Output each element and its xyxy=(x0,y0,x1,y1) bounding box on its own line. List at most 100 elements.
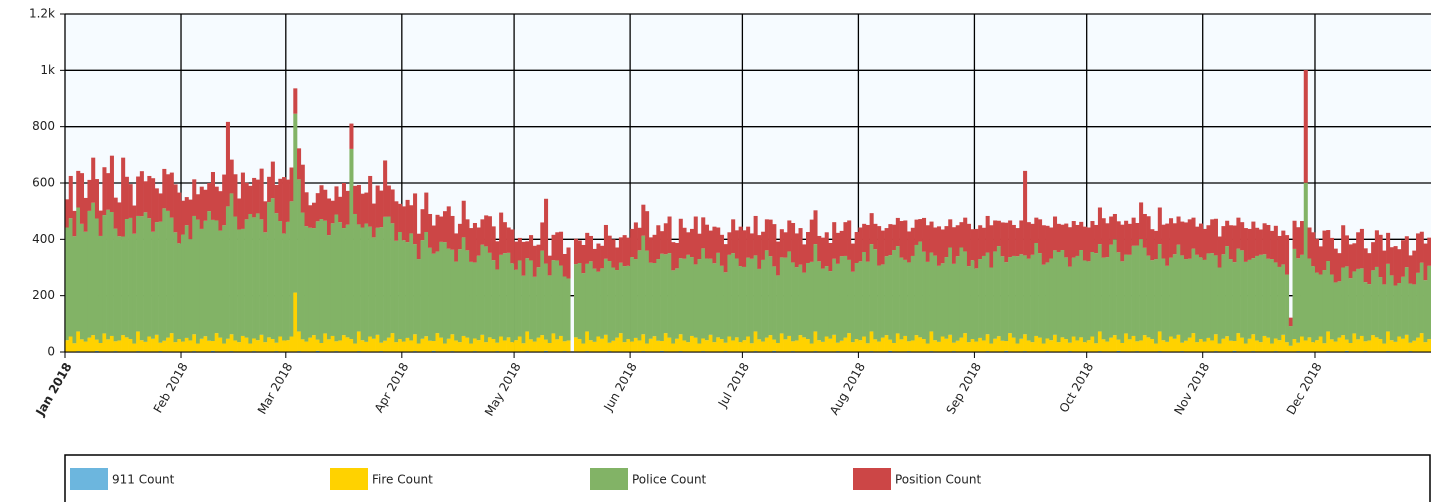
bar-segment xyxy=(892,342,897,352)
bar-segment xyxy=(457,249,463,343)
bar-segment xyxy=(255,179,260,214)
bar-segment xyxy=(461,335,466,352)
bar-segment xyxy=(1097,207,1102,245)
bar-segment xyxy=(65,199,70,228)
bar-segment xyxy=(985,215,990,253)
bar-segment xyxy=(854,232,859,263)
bar-segment xyxy=(1213,218,1218,256)
bar-segment xyxy=(401,240,406,342)
bar-segment xyxy=(151,231,156,339)
bar-segment xyxy=(1281,230,1286,265)
bar-segment xyxy=(491,226,496,261)
bar-segment xyxy=(981,255,986,341)
bar-segment xyxy=(255,213,260,341)
bar-segment xyxy=(884,335,889,352)
bar-segment xyxy=(147,336,152,352)
bar-segment xyxy=(806,232,811,263)
bar-segment xyxy=(424,232,429,337)
bar-segment xyxy=(723,244,728,273)
bar-segment xyxy=(517,260,522,337)
bar-segment xyxy=(622,235,627,267)
bar-segment xyxy=(940,229,945,264)
bar-segment xyxy=(944,226,949,258)
bar-segment xyxy=(757,268,762,340)
bar-segment xyxy=(304,341,309,352)
bar-segment xyxy=(1187,258,1192,338)
bar-segment xyxy=(83,341,88,352)
bar-segment xyxy=(364,192,369,224)
bar-segment xyxy=(106,339,111,352)
bar-segment xyxy=(1225,220,1230,247)
bar-segment xyxy=(345,337,350,352)
bar-segment xyxy=(225,206,230,339)
bar-segment xyxy=(738,266,743,343)
bar-segment xyxy=(1359,228,1364,269)
bar-segment xyxy=(843,222,848,256)
bar-segment xyxy=(798,264,803,336)
bar-segment xyxy=(704,340,710,352)
bar-segment xyxy=(244,219,249,338)
bar-segment xyxy=(869,213,874,245)
bar-segment xyxy=(334,214,339,342)
bar-segment xyxy=(716,252,721,338)
bar-segment xyxy=(1064,339,1069,352)
bar-segment xyxy=(457,342,463,352)
bar-segment xyxy=(1337,253,1342,282)
bar-segment xyxy=(525,241,530,259)
bar-segment xyxy=(1386,263,1391,332)
bar-segment xyxy=(1064,223,1069,258)
y-tick-label: 0 xyxy=(47,345,55,359)
x-tick-label: Sep 2018 xyxy=(943,360,984,416)
bar-segment xyxy=(1206,337,1211,352)
bar-segment xyxy=(229,159,234,194)
bar-segment xyxy=(764,337,769,352)
bar-segment xyxy=(1363,341,1368,352)
bar-segment xyxy=(94,179,99,219)
bar-segment xyxy=(562,253,567,277)
bar-segment xyxy=(978,225,983,260)
bar-segment xyxy=(233,216,238,341)
bar-segment xyxy=(1210,253,1215,341)
bar-segment xyxy=(577,339,582,352)
bar-segment xyxy=(450,215,455,250)
bar-segment xyxy=(697,233,702,260)
bar-segment xyxy=(951,227,957,264)
bar-segment xyxy=(1045,262,1050,339)
bar-segment xyxy=(888,224,893,256)
bar-segment xyxy=(1262,223,1267,255)
bar-segment xyxy=(420,338,425,352)
bar-segment xyxy=(177,339,182,352)
bar-segment xyxy=(877,341,882,352)
bar-segment xyxy=(858,261,863,341)
bar-segment xyxy=(918,337,923,352)
bar-segment xyxy=(499,254,504,337)
bar-segment xyxy=(1071,257,1076,337)
bar-segment xyxy=(888,350,893,352)
bar-segment xyxy=(147,175,152,219)
bar-segment xyxy=(326,339,332,352)
bar-segment xyxy=(1135,341,1140,352)
bar-segment xyxy=(993,338,998,352)
bar-segment xyxy=(559,265,564,336)
bar-segment xyxy=(210,219,215,342)
bar-segment xyxy=(648,237,653,263)
bar-segment xyxy=(203,220,208,337)
bar-segment xyxy=(1416,272,1421,338)
x-tick-label: Jan 2018 xyxy=(33,360,75,419)
bar-segment xyxy=(869,331,874,352)
bar-segment xyxy=(1071,221,1076,258)
bar-segment xyxy=(1311,266,1316,343)
bar-segment xyxy=(1281,264,1286,335)
bar-segment xyxy=(259,168,264,220)
bar-segment xyxy=(966,266,971,343)
bar-segment xyxy=(660,253,665,342)
bar-segment xyxy=(615,247,620,271)
bar-segment xyxy=(91,335,96,352)
bar-segment xyxy=(278,178,283,222)
bar-segment xyxy=(1389,275,1394,341)
bar-segment xyxy=(326,235,332,340)
bar-segment xyxy=(689,257,695,336)
bar-segment xyxy=(1326,261,1331,332)
bar-segment xyxy=(865,343,870,352)
bar-segment xyxy=(940,263,945,337)
